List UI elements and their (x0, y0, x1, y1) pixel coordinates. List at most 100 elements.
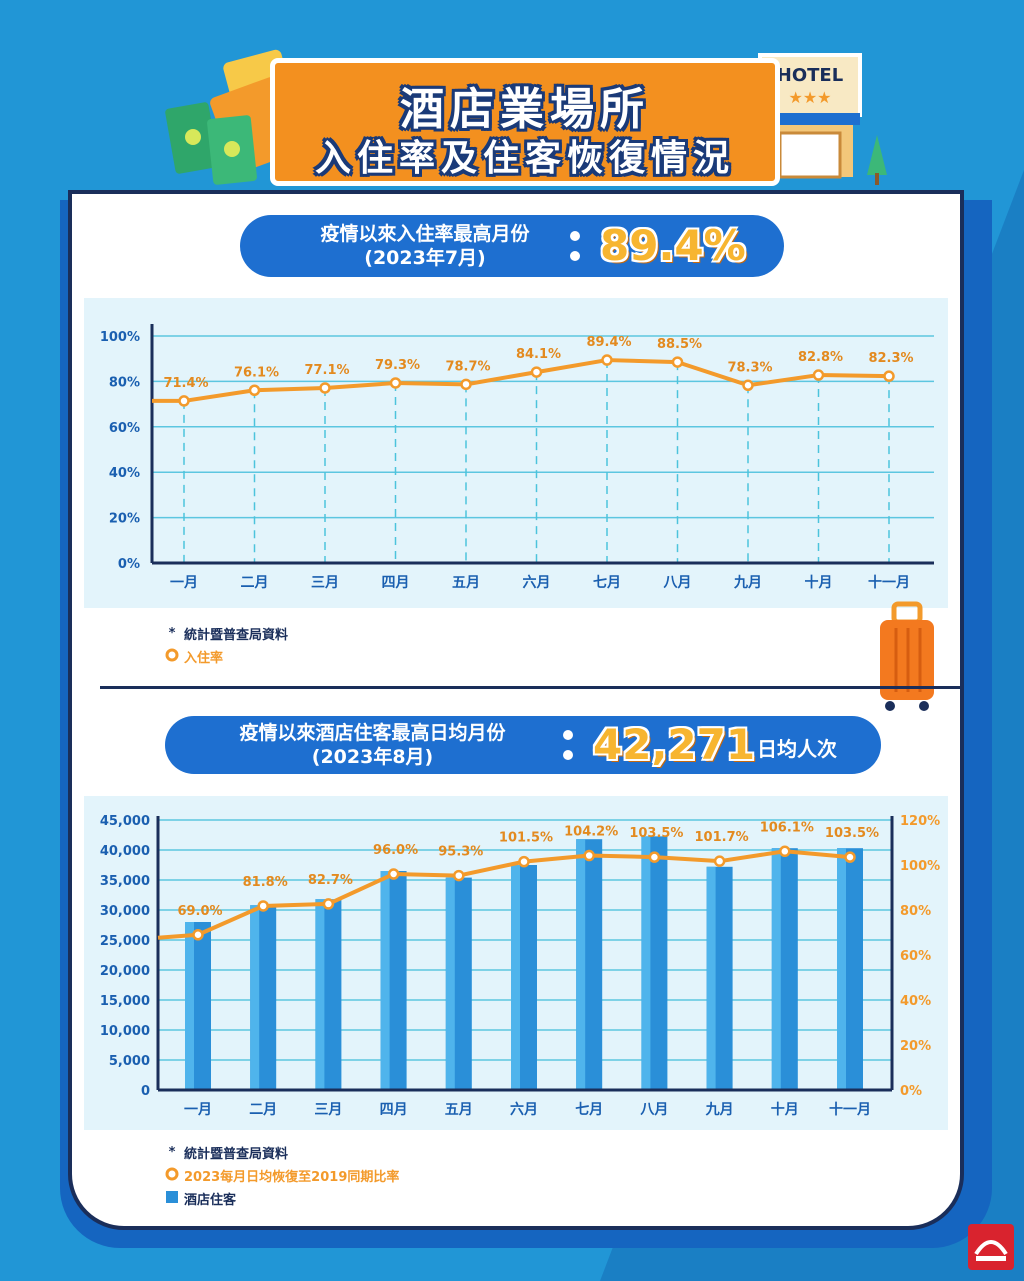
x-tick-label: 一月 (170, 575, 198, 591)
bar-highlight (576, 839, 586, 1090)
x-tick-label: 四月 (380, 1102, 408, 1118)
data-point (192, 929, 204, 941)
legend-occupancy-rate: 入住率 (160, 645, 288, 668)
data-point (671, 356, 684, 368)
x-tick-label: 二月 (249, 1102, 277, 1118)
data-point (518, 855, 530, 868)
bar-highlight (185, 922, 194, 1090)
guests-unit: 日均人次 (757, 737, 837, 761)
legend-source: * 統計暨普查局資料 (168, 626, 289, 643)
y-left-tick-label: 20,000 (100, 964, 150, 979)
occupancy-legend: * 統計暨普查局資料 入住率 (160, 622, 288, 668)
bar-highlight (511, 865, 520, 1090)
legend-recovery-ratio: 2023每月日均恢復至2019同期比率 (160, 1164, 399, 1187)
data-point (583, 849, 595, 862)
legend-source-2: * 統計暨普查局資料 (168, 1145, 289, 1162)
data-label: 82.3% (868, 351, 913, 366)
y-left-tick-label: 40,000 (100, 844, 150, 859)
y-tick-label: 100% (100, 330, 140, 345)
guests-pill-line2: (2023年8月) (311, 746, 434, 768)
bar-highlight (641, 836, 651, 1090)
occupancy-pill-line2: (2023年7月) (364, 247, 486, 269)
data-label: 69.0% (177, 904, 222, 919)
x-tick-label: 五月 (445, 1102, 473, 1118)
data-label: 103.5% (825, 826, 879, 841)
data-label: 78.3% (727, 360, 772, 375)
x-tick-label: 十月 (805, 574, 833, 591)
x-tick-label: 九月 (705, 1102, 734, 1118)
data-label: 79.3% (375, 358, 420, 373)
data-point (883, 370, 895, 382)
data-label: 95.3% (438, 845, 483, 860)
y-tick-label: 60% (109, 421, 140, 436)
data-point (178, 395, 190, 407)
x-tick-label: 十月 (771, 1101, 799, 1118)
data-label: 84.1% (516, 347, 561, 362)
data-label: 78.7% (445, 359, 490, 374)
data-label: 88.5% (657, 337, 702, 352)
data-point (742, 379, 754, 392)
guests-peak-value: 42,271 (593, 720, 756, 769)
y-left-tick-label: 5,000 (109, 1054, 150, 1069)
x-tick-label: 八月 (663, 575, 692, 591)
data-label: 81.8% (243, 875, 288, 890)
x-tick-label: 一月 (184, 1102, 212, 1118)
x-tick-label: 十一月 (868, 574, 910, 591)
x-tick-label: 六月 (510, 1101, 538, 1118)
y-left-tick-label: 15,000 (100, 994, 150, 1009)
y-tick-label: 20% (109, 512, 140, 527)
y-left-tick-label: 35,000 (100, 874, 150, 889)
bar-highlight (837, 848, 846, 1090)
legend-hotel-guests: 酒店住客 (160, 1187, 399, 1210)
x-tick-label: 八月 (639, 1102, 668, 1118)
y-right-tick-label: 40% (900, 994, 931, 1009)
data-point (389, 377, 402, 389)
y-left-tick-label: 30,000 (100, 904, 150, 919)
x-tick-label: 二月 (241, 575, 269, 591)
bar-highlight (706, 866, 716, 1090)
x-tick-label: 十一月 (829, 1101, 871, 1118)
data-label: 71.4% (163, 376, 208, 391)
occupancy-highlight-pill: 疫情以來入住率最高月份 (2023年7月) 89.4% (240, 215, 784, 277)
data-label: 101.5% (499, 831, 553, 846)
y-tick-label: 0% (118, 557, 140, 572)
series-line-occupancy (152, 358, 890, 403)
bar-highlight (771, 848, 781, 1090)
y-right-tick-label: 100% (900, 859, 940, 874)
hotel-sign-text: HOTEL (777, 65, 843, 86)
guests-combo-chart: 0 5,000 10,000 15,000 20,000 25,000 30,000 35,0… (100, 814, 940, 1118)
guests-pill-line1: 疫情以來酒店住客最高日均月份 (239, 722, 506, 744)
data-point (248, 384, 261, 397)
y-right-tick-label: 20% (900, 1039, 931, 1054)
header-title-line2: 入住率及住客恢復情況 (314, 138, 735, 179)
data-point (322, 898, 335, 910)
svg-text:★★★: ★★★ (788, 88, 831, 107)
data-point (601, 354, 613, 366)
data-point (812, 369, 825, 381)
data-point (713, 855, 726, 867)
data-label: 77.1% (304, 363, 349, 378)
suitcase-icon (880, 601, 934, 711)
x-tick-label: 三月 (311, 575, 339, 591)
y-left-tick-label: 45,000 (100, 814, 150, 829)
data-label: 106.1% (760, 820, 814, 835)
data-point (648, 851, 661, 863)
data-point (257, 900, 269, 912)
data-label: 82.7% (308, 873, 353, 888)
guests-legend: * 統計暨普查局資料 2023每月日均恢復至2019同期比率 酒店住客 (160, 1141, 399, 1210)
bar-highlight (380, 871, 390, 1090)
data-label: 96.0% (373, 843, 418, 858)
y-left-tick-label: 0 (141, 1084, 150, 1099)
x-tick-label: 六月 (523, 574, 551, 591)
data-label: 82.8% (798, 350, 843, 365)
y-tick-label: 80% (109, 375, 140, 390)
x-tick-label: 五月 (452, 575, 480, 591)
y-right-tick-label: 120% (900, 814, 940, 829)
data-point (453, 869, 465, 882)
data-label: 101.7% (695, 830, 749, 845)
y-right-tick-label: 80% (900, 904, 931, 919)
data-point (387, 868, 400, 880)
data-point (460, 378, 472, 391)
data-label: 76.1% (234, 365, 279, 380)
data-point (319, 382, 331, 394)
